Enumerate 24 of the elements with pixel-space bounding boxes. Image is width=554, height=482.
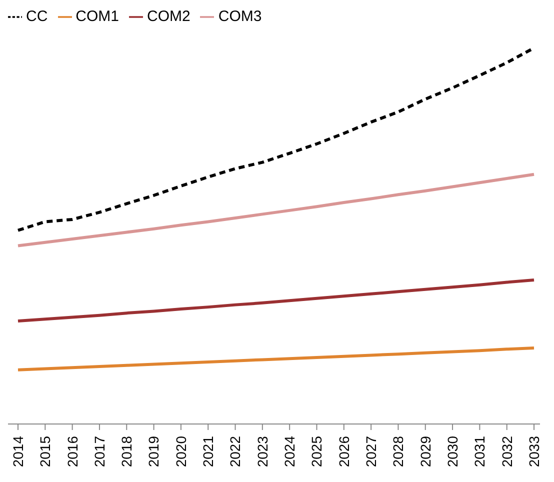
x-tick-label: 2022 [227, 436, 244, 468]
x-tick-label: 2014 [10, 436, 26, 468]
x-tick-label: 2028 [390, 436, 406, 468]
x-tick-label: 2021 [200, 436, 216, 468]
x-tick-label: 2015 [37, 436, 54, 468]
legend-label: COM3 [218, 8, 262, 25]
x-tick-label: 2031 [472, 436, 488, 468]
legend-label: COM2 [147, 8, 190, 25]
x-tick-label: 2032 [498, 436, 515, 468]
x-tick-label: 2029 [417, 436, 434, 468]
x-tick-label: 2033 [526, 436, 542, 468]
legend-label: COM1 [76, 8, 120, 25]
legend-label: CC [26, 8, 48, 25]
x-tick-label: 2018 [118, 436, 135, 468]
x-tick-label: 2030 [444, 436, 460, 468]
x-tick-label: 2017 [91, 436, 108, 468]
x-tick-label: 2020 [172, 436, 189, 468]
x-tick-label: 2023 [254, 436, 270, 468]
x-tick-label: 2027 [362, 436, 379, 468]
x-tick-label: 2016 [64, 436, 80, 468]
x-tick-label: 2025 [308, 436, 325, 468]
x-tick-label: 2024 [282, 436, 298, 468]
x-tick-label: 2026 [336, 436, 352, 468]
x-tick-label: 2019 [146, 436, 162, 468]
